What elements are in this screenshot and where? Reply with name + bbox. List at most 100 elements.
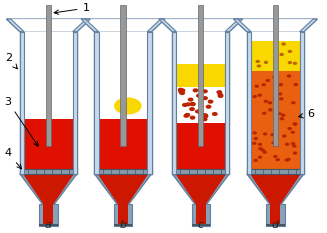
Circle shape bbox=[252, 142, 257, 145]
Bar bbox=[24, 119, 73, 169]
Circle shape bbox=[208, 99, 214, 104]
Circle shape bbox=[273, 155, 278, 158]
Circle shape bbox=[258, 147, 263, 150]
Bar bbox=[273, 5, 278, 146]
Circle shape bbox=[202, 117, 208, 121]
Circle shape bbox=[253, 159, 258, 162]
Text: 4: 4 bbox=[5, 148, 22, 169]
Circle shape bbox=[279, 83, 283, 86]
Circle shape bbox=[293, 122, 298, 126]
Text: a: a bbox=[45, 220, 52, 230]
Bar bbox=[43, 204, 53, 226]
Polygon shape bbox=[172, 174, 229, 204]
Polygon shape bbox=[11, 19, 86, 32]
Circle shape bbox=[254, 85, 259, 88]
Polygon shape bbox=[247, 174, 304, 204]
Circle shape bbox=[217, 93, 223, 97]
Circle shape bbox=[183, 114, 189, 118]
Bar bbox=[192, 204, 210, 226]
Circle shape bbox=[218, 94, 223, 98]
Bar bbox=[147, 32, 151, 174]
Circle shape bbox=[178, 88, 183, 92]
Circle shape bbox=[196, 94, 202, 98]
Circle shape bbox=[190, 116, 196, 120]
Circle shape bbox=[293, 62, 297, 65]
Bar bbox=[270, 204, 280, 226]
Circle shape bbox=[264, 61, 268, 64]
Text: d: d bbox=[272, 220, 279, 230]
Circle shape bbox=[258, 143, 262, 146]
Polygon shape bbox=[238, 19, 313, 32]
Circle shape bbox=[206, 105, 212, 109]
Circle shape bbox=[263, 132, 267, 136]
Circle shape bbox=[212, 112, 218, 116]
Bar bbox=[300, 32, 304, 174]
Circle shape bbox=[257, 64, 261, 68]
Polygon shape bbox=[163, 19, 238, 32]
Bar bbox=[39, 204, 58, 226]
Polygon shape bbox=[73, 19, 90, 32]
Circle shape bbox=[190, 102, 196, 106]
Polygon shape bbox=[225, 19, 243, 32]
Polygon shape bbox=[233, 19, 251, 32]
Circle shape bbox=[277, 112, 282, 115]
Circle shape bbox=[189, 107, 195, 111]
Circle shape bbox=[271, 141, 276, 144]
Bar bbox=[172, 169, 229, 174]
Circle shape bbox=[268, 108, 272, 111]
Circle shape bbox=[281, 113, 285, 117]
Circle shape bbox=[264, 100, 268, 103]
Circle shape bbox=[185, 102, 191, 106]
Text: 2: 2 bbox=[5, 53, 17, 69]
Circle shape bbox=[268, 101, 272, 104]
Polygon shape bbox=[159, 19, 177, 32]
Polygon shape bbox=[95, 174, 151, 204]
Bar bbox=[46, 5, 51, 146]
Bar bbox=[177, 32, 225, 169]
Bar bbox=[172, 32, 229, 174]
Bar bbox=[95, 169, 151, 174]
Circle shape bbox=[287, 127, 292, 130]
Bar bbox=[99, 119, 147, 169]
Circle shape bbox=[285, 143, 289, 146]
Circle shape bbox=[291, 101, 296, 104]
Text: 3: 3 bbox=[5, 97, 38, 146]
Circle shape bbox=[294, 83, 298, 86]
Bar bbox=[177, 64, 225, 86]
Circle shape bbox=[188, 98, 194, 102]
Circle shape bbox=[288, 61, 292, 64]
Bar bbox=[251, 32, 300, 169]
Bar bbox=[95, 32, 151, 174]
Circle shape bbox=[287, 74, 291, 78]
Circle shape bbox=[280, 117, 284, 120]
Bar bbox=[177, 123, 225, 169]
Bar bbox=[73, 32, 77, 174]
Circle shape bbox=[292, 144, 297, 148]
Text: c: c bbox=[198, 220, 204, 230]
Polygon shape bbox=[23, 174, 74, 204]
Circle shape bbox=[282, 134, 286, 138]
Polygon shape bbox=[147, 19, 165, 32]
Bar bbox=[172, 32, 177, 174]
Circle shape bbox=[291, 142, 295, 145]
Bar bbox=[24, 32, 73, 169]
Circle shape bbox=[286, 158, 291, 161]
Text: 6: 6 bbox=[299, 109, 314, 119]
Bar bbox=[247, 169, 304, 174]
Bar bbox=[247, 32, 304, 174]
Polygon shape bbox=[250, 174, 301, 204]
Circle shape bbox=[195, 110, 201, 113]
Polygon shape bbox=[175, 174, 226, 204]
Circle shape bbox=[279, 53, 284, 56]
Polygon shape bbox=[7, 19, 24, 32]
Bar bbox=[225, 32, 229, 174]
Bar bbox=[266, 204, 284, 226]
Circle shape bbox=[284, 158, 289, 162]
Circle shape bbox=[279, 97, 284, 100]
Circle shape bbox=[278, 92, 282, 96]
Bar bbox=[177, 86, 225, 123]
Bar bbox=[114, 224, 132, 226]
Polygon shape bbox=[7, 19, 90, 32]
Circle shape bbox=[190, 102, 196, 106]
Circle shape bbox=[184, 113, 190, 117]
